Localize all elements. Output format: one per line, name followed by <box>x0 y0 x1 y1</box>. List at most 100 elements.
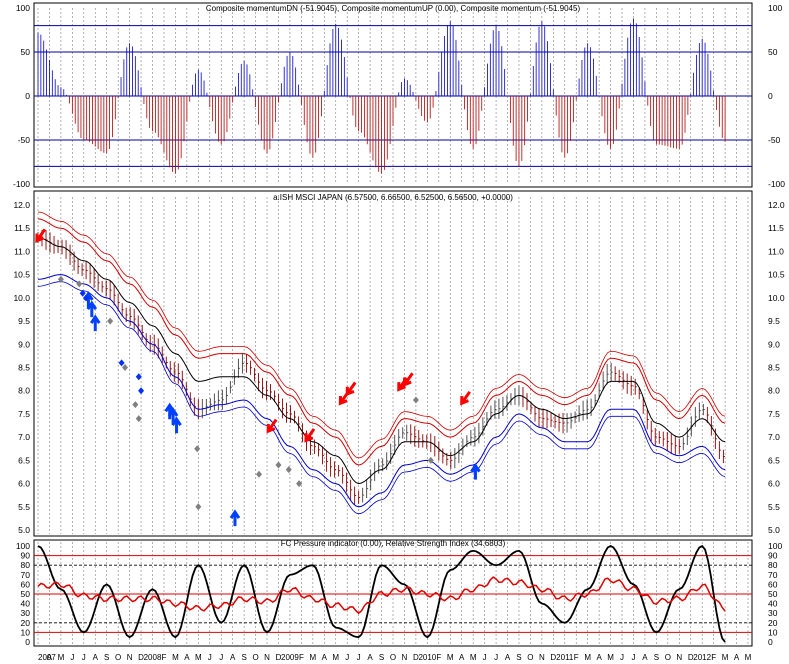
x-tick-label: O <box>390 653 396 662</box>
x-tick-label: 2010 <box>418 653 436 662</box>
pressure-tick-label-right: 60 <box>768 579 778 589</box>
x-tick-label: A <box>230 653 236 662</box>
pressure-tick-label-left: 50 <box>21 589 31 599</box>
pressure-tick-label-left: 20 <box>21 618 31 628</box>
price-tick-label-left: 10.0 <box>13 293 30 303</box>
x-tick-label: A <box>184 653 190 662</box>
signal-markers <box>35 228 481 527</box>
sell-arrow-shape <box>266 418 278 434</box>
x-tick-label: N <box>127 653 133 662</box>
x-tick-label: O <box>527 653 533 662</box>
momentum-tick-label-right: 0 <box>768 91 773 101</box>
x-tick-label: S <box>104 653 109 662</box>
sell-arrow-shape <box>402 372 414 387</box>
x-tick-label: J <box>631 653 635 662</box>
x-tick-label: A <box>596 653 602 662</box>
x-tick-label: A <box>505 653 511 662</box>
price-tick-label-left: 11.0 <box>14 246 30 256</box>
price-tick-label-right: 5.5 <box>768 502 780 512</box>
x-tick-label: A <box>459 653 465 662</box>
buy-arrow-shape <box>229 509 241 527</box>
gray-diamond-marker <box>107 317 114 325</box>
price-tick-label-left: 6.0 <box>18 479 30 489</box>
gray-diamond-marker <box>57 275 64 283</box>
price-tick-label-right: 9.0 <box>768 339 780 349</box>
pressure-rsi-lines <box>37 544 726 643</box>
x-tick-label: M <box>310 653 317 662</box>
price-tick-label-right: 10.5 <box>768 270 785 280</box>
x-tick-label: D <box>276 653 282 662</box>
gray-diamond-marker <box>285 466 292 474</box>
sell-arrow <box>402 372 414 387</box>
price-tick-label-right: 7.0 <box>768 432 780 442</box>
momentum-tick-label-left: -50 <box>18 135 31 145</box>
x-tick-label: A <box>47 653 53 662</box>
pressure-tick-label-right: 100 <box>768 541 782 551</box>
momentum-tick-label-left: 0 <box>25 91 30 101</box>
x-tick-label: M <box>195 653 202 662</box>
buy-arrow-shape <box>86 300 98 318</box>
gray-diamond-marker <box>275 461 282 469</box>
blue-diamond-marker <box>138 387 145 395</box>
momentum-panel-frame <box>33 2 753 188</box>
x-tick-label: 2007 <box>38 653 56 662</box>
sell-arrow <box>345 381 357 397</box>
x-tick-label: J <box>494 653 498 662</box>
momentum-tick-label-right: -100 <box>768 179 785 189</box>
x-tick-label: S <box>241 653 246 662</box>
x-tick-label: D <box>688 653 694 662</box>
price-tick-label-right: 11.5 <box>768 223 784 233</box>
blue-diamond-marker <box>135 373 142 381</box>
x-tick-label: O <box>115 653 121 662</box>
x-tick-label: F <box>574 653 579 662</box>
pressure-tick-label-left: 0 <box>25 637 30 647</box>
x-tick-label: D <box>138 653 144 662</box>
price-tick-label-right: 8.5 <box>768 363 780 373</box>
rsi-line <box>37 576 726 615</box>
momentum-tick-label-right: 50 <box>768 47 778 57</box>
upper-band-line <box>37 218 726 466</box>
pressure-tick-label-right: 0 <box>768 637 773 647</box>
buy-arrow <box>171 416 182 434</box>
gray-diamond-marker <box>412 396 419 404</box>
pressure-tick-label-right: 50 <box>768 589 778 599</box>
x-tick-label: J <box>483 653 487 662</box>
x-tick-label: A <box>322 653 328 662</box>
momentum-tick-label-left: 50 <box>21 47 31 57</box>
x-tick-label: J <box>208 653 212 662</box>
buy-arrow-shape <box>470 462 481 480</box>
lower-band-line <box>37 274 726 508</box>
price-tick-label-left: 9.5 <box>18 316 30 326</box>
price-tick-label-right: 10.0 <box>768 293 785 303</box>
price-tick-label-right: 6.5 <box>768 455 780 465</box>
x-tick-label: M <box>172 653 179 662</box>
x-tick-label: D <box>550 653 556 662</box>
gray-diamond-marker <box>135 415 142 423</box>
x-tick-label: 2012 <box>693 653 711 662</box>
price-tick-label-right: 5.0 <box>768 525 780 535</box>
gray-diamond-marker <box>256 470 263 478</box>
x-tick-label: M <box>447 653 454 662</box>
x-tick-label: M <box>58 653 65 662</box>
pressure-tick-label-right: 90 <box>768 551 778 561</box>
price-tick-label-right: 7.5 <box>768 409 780 419</box>
x-tick-label: 2008 <box>144 653 162 662</box>
price-tick-label-left: 7.5 <box>18 409 30 419</box>
x-tick-label: F <box>162 653 167 662</box>
blue-diamond-marker <box>83 294 90 302</box>
gray-diamond-marker <box>132 401 139 409</box>
price-tick-label-right: 9.5 <box>768 316 780 326</box>
price-tick-label-left: 6.5 <box>18 455 30 465</box>
x-tick-label: F <box>436 653 441 662</box>
price-tick-label-left: 7.0 <box>18 432 30 442</box>
x-tick-label: A <box>734 653 740 662</box>
pressure-tick-label-right: 80 <box>768 560 778 570</box>
x-tick-label: J <box>620 653 624 662</box>
price-chart <box>37 211 726 515</box>
x-tick-label: 2011 <box>556 653 574 662</box>
gray-diamond-marker <box>122 364 129 371</box>
price-tick-label-left: 10.5 <box>13 270 30 280</box>
pressure-panel-frame <box>33 539 753 647</box>
sell-arrow-shape <box>304 428 316 443</box>
